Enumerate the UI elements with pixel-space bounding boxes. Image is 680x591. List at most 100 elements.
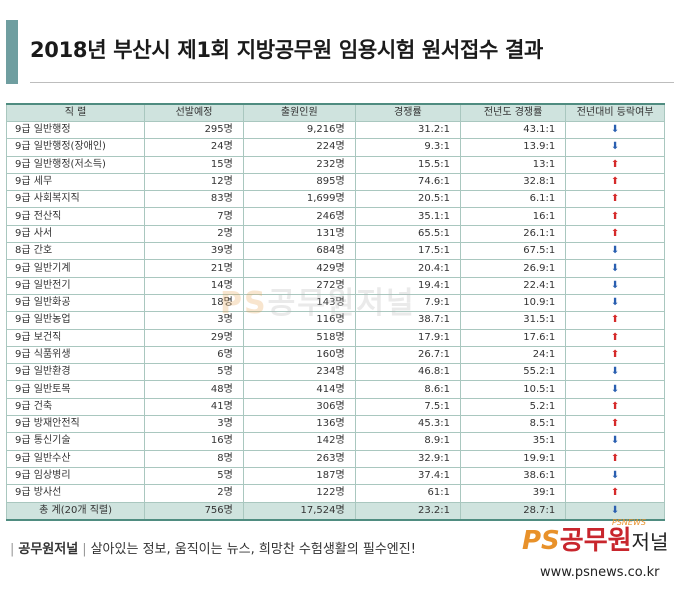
cell-prev-ratio: 67.5:1	[459, 242, 567, 261]
cell-trend: ⬇	[565, 466, 665, 486]
cell-series: 9급 전산직	[5, 207, 146, 226]
cell-applicants: 160명	[242, 345, 356, 365]
table-row: 9급 일반화공 18명 143명 7.9:1 10.9:1 ⬇	[5, 293, 665, 313]
cell-trend: ⬆	[565, 397, 665, 417]
cell-prev-ratio: 24:1	[459, 345, 567, 365]
cell-trend: ⬇	[565, 432, 665, 451]
down-arrow-icon: ⬇	[610, 366, 620, 378]
cell-applicants: 414명	[242, 380, 356, 399]
cell-ratio: 26.7:1	[354, 345, 461, 365]
cell-planned: 83명	[144, 190, 244, 209]
cell-planned: 5명	[144, 363, 244, 382]
down-arrow-icon: ⬇	[610, 141, 620, 153]
cell-prev-ratio: 38.6:1	[459, 466, 567, 486]
table-row: 9급 보건직 29명 518명 17.9:1 17.6:1 ⬆	[5, 328, 665, 347]
results-table: 직 렬 선발예정 출원인원 경쟁률 전년도 경쟁률 전년대비 등락여부 9급 일…	[5, 103, 665, 521]
cell-applicants: 232명	[242, 155, 356, 174]
footer-brand: 공무원저널	[18, 542, 79, 557]
table-row: 9급 방사선 2명 122명 61:1 39:1 ⬆	[5, 484, 665, 503]
cell-planned: 7명	[144, 207, 244, 226]
header-planned: 선발예정	[144, 103, 244, 122]
table-body: 9급 일반행정 295명 9,216명 31.2:1 43.1:1 ⬇ 9급 일반행정(장애…	[5, 120, 665, 521]
table-row: 9급 임상병리 5명 187명 37.4:1 38.6:1 ⬇	[5, 466, 665, 486]
cell-series: 9급 일반환경	[5, 363, 146, 382]
cell-trend: ⬇	[565, 120, 665, 140]
logo-sub: 저널	[631, 530, 669, 554]
cell-planned: 2명	[144, 224, 244, 244]
site-url: www.psnews.co.kr	[540, 565, 660, 580]
cell-planned: 16명	[144, 432, 244, 451]
cell-prev-ratio: 26.9:1	[459, 259, 567, 278]
cell-ratio: 8.9:1	[354, 432, 461, 451]
cell-applicants: 224명	[242, 138, 356, 157]
cell-planned: 41명	[144, 397, 244, 417]
down-arrow-icon: ⬇	[610, 383, 620, 395]
cell-planned: 48명	[144, 380, 244, 399]
cell-ratio: 23.2:1	[354, 501, 461, 521]
cell-trend: ⬆	[565, 172, 665, 192]
cell-planned: 5명	[144, 466, 244, 486]
cell-applicants: 684명	[242, 242, 356, 261]
cell-ratio: 7.5:1	[354, 397, 461, 417]
cell-series: 9급 일반토목	[5, 380, 146, 399]
cell-series: 9급 일반행정(장애인)	[5, 138, 146, 157]
cell-ratio: 32.9:1	[354, 449, 461, 468]
cell-prev-ratio: 13:1	[459, 155, 567, 174]
cell-ratio: 31.2:1	[354, 120, 461, 140]
cell-ratio: 8.6:1	[354, 380, 461, 399]
cell-ratio: 35.1:1	[354, 207, 461, 226]
cell-trend: ⬆	[565, 224, 665, 244]
cell-series: 9급 방재안전직	[5, 415, 146, 434]
cell-applicants: 17,524명	[242, 501, 356, 521]
table-row: 9급 일반행정 295명 9,216명 31.2:1 43.1:1 ⬇	[5, 120, 665, 140]
up-arrow-icon: ⬆	[610, 158, 620, 170]
cell-series: 9급 일반전기	[5, 276, 146, 295]
cell-planned: 24명	[144, 138, 244, 157]
table-row: 9급 일반기계 21명 429명 20.4:1 26.9:1 ⬇	[5, 259, 665, 278]
table-row: 9급 식품위생 6명 160명 26.7:1 24:1 ⬆	[5, 345, 665, 365]
cell-applicants: 136명	[242, 415, 356, 434]
cell-trend: ⬆	[565, 484, 665, 503]
cell-trend: ⬇	[565, 293, 665, 313]
down-arrow-icon: ⬇	[610, 297, 620, 309]
cell-prev-ratio: 19.9:1	[459, 449, 567, 468]
cell-trend: ⬆	[565, 155, 665, 174]
cell-series: 9급 일반수산	[5, 449, 146, 468]
title-divider	[30, 82, 674, 83]
logo-name: 공무원	[559, 526, 632, 556]
cell-applicants: 234명	[242, 363, 356, 382]
cell-trend: ⬇	[565, 242, 665, 261]
cell-trend: ⬆	[565, 190, 665, 209]
header-applicants: 출원인원	[242, 103, 356, 122]
table-total-row: 총 계(20개 직렬) 756명 17,524명 23.2:1 28.7:1 ⬇	[5, 501, 665, 521]
cell-ratio: 17.5:1	[354, 242, 461, 261]
cell-trend: ⬆	[565, 345, 665, 365]
logo-ps: PS	[522, 526, 560, 556]
cell-series: 9급 사회복지직	[5, 190, 146, 209]
up-arrow-icon: ⬆	[610, 452, 620, 464]
cell-ratio: 45.3:1	[354, 415, 461, 434]
cell-prev-ratio: 39:1	[459, 484, 567, 503]
down-arrow-icon: ⬇	[610, 504, 620, 516]
table-row: 9급 사회복지직 83명 1,699명 20.5:1 6.1:1 ⬆	[5, 190, 665, 209]
up-arrow-icon: ⬆	[610, 487, 620, 499]
cell-planned: 21명	[144, 259, 244, 278]
cell-planned: 29명	[144, 328, 244, 347]
cell-applicants: 263명	[242, 449, 356, 468]
cell-planned: 18명	[144, 293, 244, 313]
cell-planned: 39명	[144, 242, 244, 261]
header-trend: 전년대비 등락여부	[565, 103, 665, 122]
cell-series: 9급 일반농업	[5, 311, 146, 330]
cell-series: 총 계(20개 직렬)	[5, 501, 146, 521]
cell-ratio: 65.5:1	[354, 224, 461, 244]
table-row: 9급 일반토목 48명 414명 8.6:1 10.5:1 ⬇	[5, 380, 665, 399]
cell-series: 9급 보건직	[5, 328, 146, 347]
cell-applicants: 429명	[242, 259, 356, 278]
table-row: 9급 사서 2명 131명 65.5:1 26.1:1 ⬆	[5, 224, 665, 244]
cell-trend: ⬇	[565, 138, 665, 157]
footer-tagline-text: 살아있는 정보, 움직이는 뉴스, 희망찬 수험생활의 필수엔진!	[90, 542, 416, 557]
cell-applicants: 116명	[242, 311, 356, 330]
cell-series: 9급 일반행정(저소득)	[5, 155, 146, 174]
table-row: 9급 일반농업 3명 116명 38.7:1 31.5:1 ⬆	[5, 311, 665, 330]
cell-prev-ratio: 17.6:1	[459, 328, 567, 347]
